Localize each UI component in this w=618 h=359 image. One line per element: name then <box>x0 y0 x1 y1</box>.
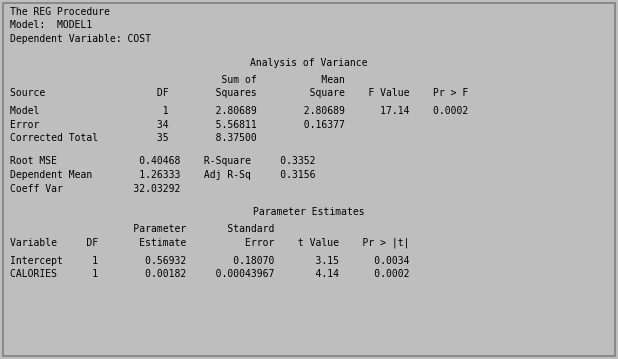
Text: Model                     1        2.80689        2.80689      17.14    0.0002: Model 1 2.80689 2.80689 17.14 0.0002 <box>10 106 468 116</box>
Text: Sum of           Mean: Sum of Mean <box>10 75 345 85</box>
Text: Analysis of Variance: Analysis of Variance <box>250 57 368 67</box>
Text: Parameter       Standard: Parameter Standard <box>10 224 274 234</box>
Text: Variable     DF       Estimate          Error    t Value    Pr > |t|: Variable DF Estimate Error t Value Pr > … <box>10 238 410 248</box>
Text: The REG Procedure: The REG Procedure <box>10 7 110 17</box>
Text: Corrected Total          35        8.37500: Corrected Total 35 8.37500 <box>10 133 256 143</box>
Text: Parameter Estimates: Parameter Estimates <box>253 207 365 217</box>
Text: Dependent Mean        1.26333    Adj R-Sq     0.3156: Dependent Mean 1.26333 Adj R-Sq 0.3156 <box>10 170 316 180</box>
Text: Model:  MODEL1: Model: MODEL1 <box>10 20 92 31</box>
Text: Intercept     1        0.56932        0.18070       3.15      0.0034: Intercept 1 0.56932 0.18070 3.15 0.0034 <box>10 256 410 266</box>
Text: Source                   DF        Squares         Square    F Value    Pr > F: Source DF Squares Square F Value Pr > F <box>10 89 468 98</box>
Text: Dependent Variable: COST: Dependent Variable: COST <box>10 34 151 44</box>
Text: Coeff Var            32.03292: Coeff Var 32.03292 <box>10 183 180 194</box>
Text: Root MSE              0.40468    R-Square     0.3352: Root MSE 0.40468 R-Square 0.3352 <box>10 157 316 167</box>
Text: CALORIES      1        0.00182     0.00043967       4.14      0.0002: CALORIES 1 0.00182 0.00043967 4.14 0.000… <box>10 269 410 279</box>
Text: Error                    34        5.56811        0.16377: Error 34 5.56811 0.16377 <box>10 120 345 130</box>
